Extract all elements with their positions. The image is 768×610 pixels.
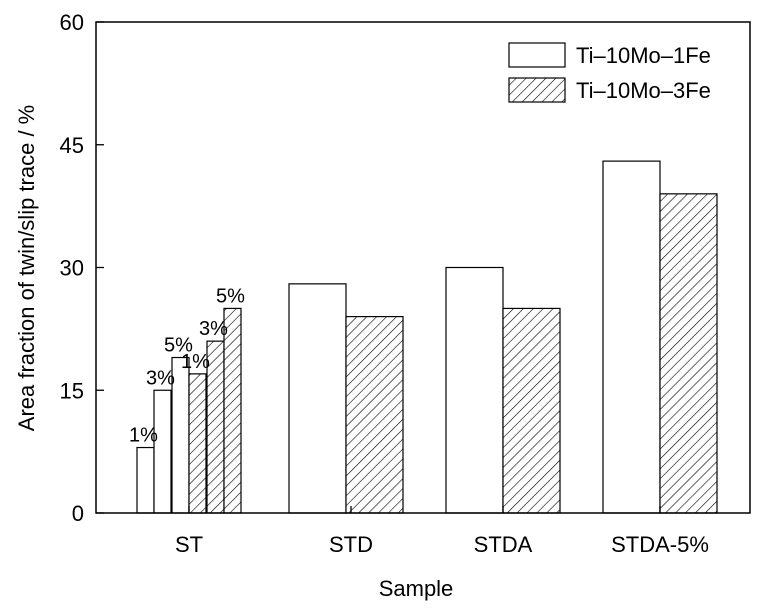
bar-st-1fe-1 (153, 389, 172, 514)
x-tick-label: STDA (474, 532, 533, 557)
bar-stda-1fe-8 (445, 266, 504, 514)
bar-labels: 1%3%5%1%3%5% (129, 285, 245, 446)
bar-value-label: 5% (216, 285, 245, 307)
y-axis-title: Area fraction of twin/slip trace / % (14, 105, 39, 431)
bar-std-3fe-7 (345, 316, 404, 514)
bar-st-3fe-3 (188, 373, 207, 514)
bar-value-label: 1% (181, 351, 210, 373)
y-tick-label: 30 (60, 256, 84, 281)
bar-value-label: 1% (129, 425, 158, 447)
legend-label-1fe: Ti–10Mo–1Fe (576, 43, 711, 68)
bar-std-1fe-6 (288, 283, 347, 514)
bar-stda5-1fe-10 (602, 160, 661, 514)
bar-stda-3fe-9 (502, 307, 561, 514)
bar-value-label: 3% (146, 367, 175, 389)
x-tick-label: STD (329, 532, 373, 557)
legend-label-3fe: Ti–10Mo–3Fe (576, 78, 711, 103)
bar-value-label: 3% (199, 318, 228, 340)
x-axis-ticks: ST STD STDA STDA-5% (175, 506, 709, 557)
bar-stda5-3fe-11 (659, 193, 718, 514)
y-tick-label: 0 (72, 501, 84, 526)
y-tick-label: 15 (60, 378, 84, 403)
legend-swatch-1fe (508, 42, 566, 68)
x-axis-title: Sample (379, 576, 454, 601)
legend: Ti–10Mo–1Fe Ti–10Mo–3Fe (508, 42, 711, 103)
bar-st-1fe-0 (136, 446, 155, 514)
y-tick-label: 60 (60, 10, 84, 35)
bar-value-label: 5% (164, 335, 193, 357)
y-axis-ticks: 0 15 30 45 60 (60, 10, 104, 526)
x-tick-label: STDA-5% (611, 532, 709, 557)
y-tick-label: 45 (60, 133, 84, 158)
bars (136, 160, 718, 514)
x-tick-label: ST (175, 532, 203, 557)
legend-swatch-3fe (508, 77, 566, 103)
